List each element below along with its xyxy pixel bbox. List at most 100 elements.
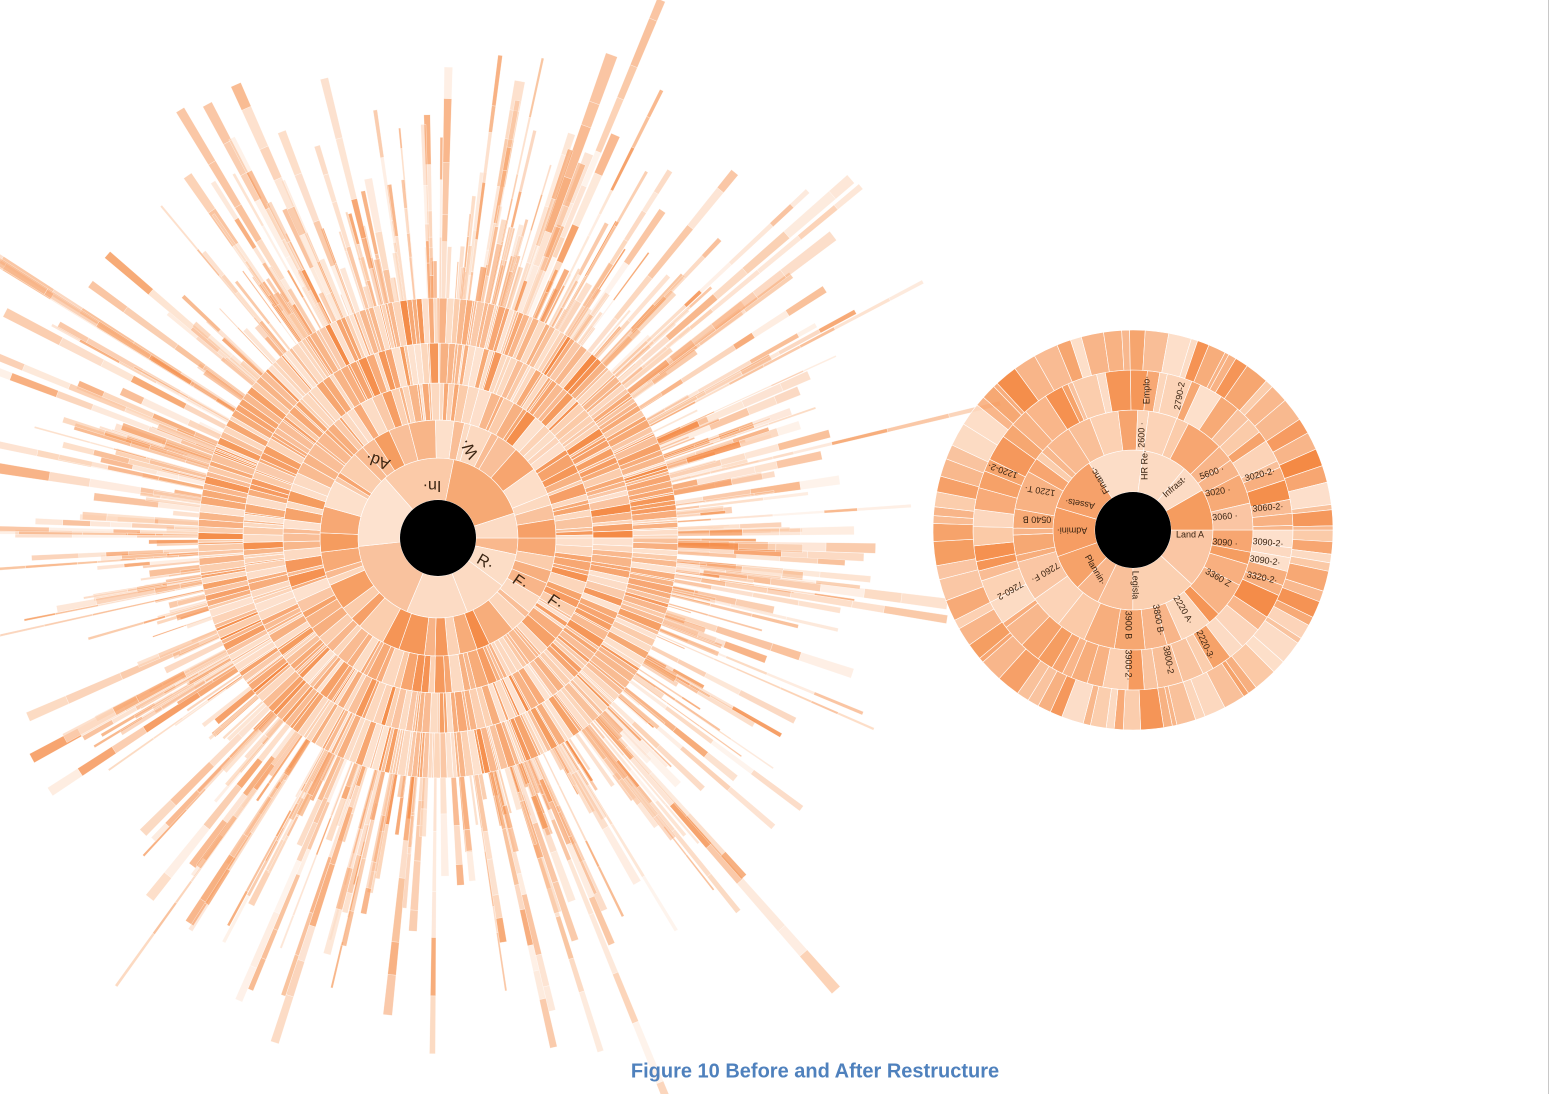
sunburst-ray — [574, 732, 616, 788]
sunburst-ray — [738, 689, 797, 724]
sunburst-ray — [619, 729, 652, 764]
sunburst-ray — [107, 737, 155, 772]
sunburst-ray — [588, 895, 615, 946]
sunburst-ray — [475, 266, 488, 302]
sunburst-ray — [61, 441, 95, 456]
sunburst-ray — [593, 325, 622, 358]
sunburst-ray — [440, 813, 450, 877]
sunburst-ray — [631, 116, 651, 149]
sunburst-ray — [48, 471, 91, 488]
sunburst-ray — [196, 248, 221, 277]
sunburst-ray — [363, 177, 383, 233]
sunburst-ray — [83, 589, 128, 600]
sunburst-ray — [641, 875, 679, 932]
page-edge — [1548, 0, 1549, 1094]
sunburst-ray — [496, 932, 508, 992]
sunburst-ray — [681, 696, 701, 711]
sunburst-ray — [730, 738, 774, 770]
sunburst-ray — [296, 793, 313, 817]
sunburst-ray — [776, 420, 802, 437]
sunburst-ray — [163, 640, 224, 674]
sunburst-ray — [823, 507, 858, 514]
sunburst-ray — [241, 106, 269, 150]
sunburst-ray — [202, 369, 245, 402]
sunburst-ray — [140, 570, 201, 581]
sunburst-ray — [208, 695, 259, 741]
sunburst-ray — [87, 280, 128, 313]
sunburst-ray — [573, 769, 608, 821]
sunburst-ray — [622, 689, 666, 725]
sunburst-ray — [56, 598, 97, 613]
sunburst-ray — [728, 222, 774, 266]
sunburst-ray — [160, 204, 199, 251]
sunburst-ray — [314, 144, 329, 176]
sunburst-ray — [34, 426, 91, 444]
sunburst-ray — [773, 386, 801, 405]
sunburst-ray — [886, 413, 950, 433]
sunburst-ray — [195, 814, 238, 869]
sunburst-ray — [516, 763, 529, 789]
sunburst-ray — [77, 746, 117, 777]
sunburst-ray — [244, 734, 268, 760]
sunburst-ray — [647, 224, 694, 280]
sunburst-ray — [656, 1080, 669, 1094]
sunburst-ray — [25, 562, 78, 569]
sunburst-ray — [623, 208, 666, 266]
sunburst-ray — [288, 312, 309, 340]
sunburst-ray — [462, 245, 473, 300]
sunburst-ray — [616, 64, 638, 101]
sunburst-ray — [496, 218, 508, 245]
sunburst-ray — [775, 543, 803, 553]
sunburst-ray — [148, 288, 195, 331]
sunburst-ray — [828, 174, 855, 200]
sunburst-ray — [50, 323, 81, 342]
sunburst-ray — [837, 712, 875, 731]
sunburst-ray — [762, 491, 809, 501]
sunburst-ray — [296, 798, 323, 847]
sunburst-segment — [632, 534, 679, 539]
sunburst-ray — [660, 435, 690, 450]
sunburst-label: In· — [423, 477, 442, 494]
sunburst-ray — [186, 672, 242, 712]
sunburst-segment — [932, 523, 974, 542]
sunburst-ray — [329, 761, 354, 816]
sunburst-ray — [738, 417, 771, 431]
sunburst-ray — [818, 309, 857, 334]
sunburst-ray — [575, 281, 593, 304]
sunburst-label: 3060 · — [1212, 510, 1238, 522]
sunburst-ray — [242, 327, 277, 364]
sunburst-ray — [408, 256, 416, 300]
sunburst-segment — [429, 342, 439, 384]
sunburst-ray — [642, 658, 678, 683]
sunburst-ray — [682, 254, 706, 280]
sunburst-ray — [505, 266, 524, 310]
sunburst-ray — [627, 274, 671, 323]
sunburst-label: Admini· — [1057, 526, 1088, 536]
sunburst-ray — [508, 235, 524, 273]
sunburst-ray — [651, 348, 698, 385]
sunburst-ray — [214, 688, 256, 725]
sunburst-ray — [340, 910, 355, 947]
sunburst-ray — [825, 542, 876, 554]
sunburst-ray — [232, 172, 265, 227]
sunburst-ray — [267, 835, 289, 874]
sunburst-ray — [360, 190, 379, 255]
sunburst-ray — [589, 52, 618, 105]
sunburst-ray — [255, 782, 271, 802]
sunburst-segment — [555, 534, 594, 539]
sunburst-ray — [602, 327, 642, 368]
sunburst-ray — [226, 702, 267, 742]
sunburst-ray — [114, 932, 155, 988]
sunburst-ray — [369, 770, 386, 821]
sunburst-ray — [281, 207, 315, 269]
sunburst-ray — [802, 355, 837, 372]
sunburst-ray — [181, 294, 222, 333]
sunburst-ray — [638, 392, 663, 410]
sunburst-ray — [87, 621, 144, 641]
sunburst-ray — [701, 237, 722, 259]
sunburst-label: 2790-2 — [1172, 381, 1187, 410]
sunburst-label: 2600 · — [1136, 422, 1146, 448]
sunburst-ray — [709, 529, 743, 537]
sunburst-ray — [175, 107, 216, 166]
